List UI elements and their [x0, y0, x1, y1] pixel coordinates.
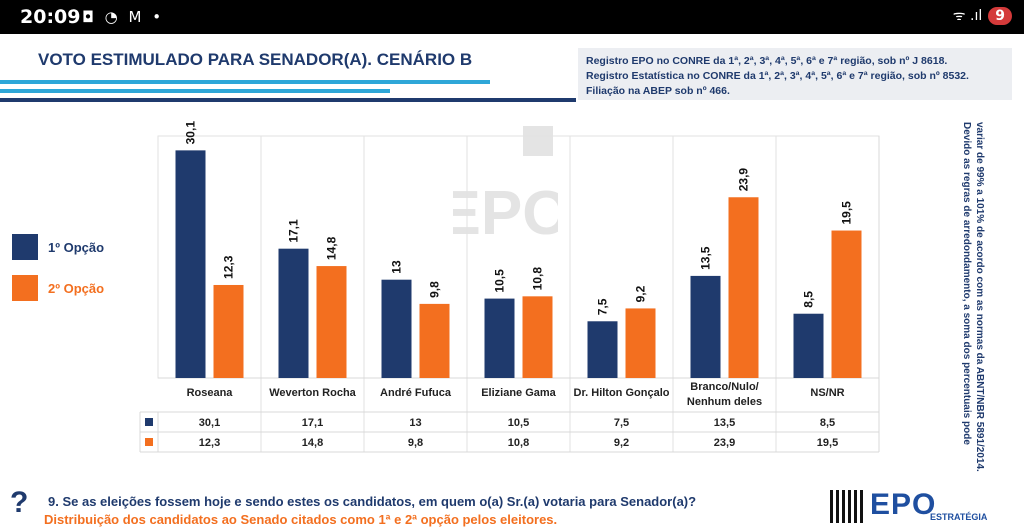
category-label: Dr. Hilton Gonçalo [574, 387, 670, 399]
data-label: 19,5 [840, 201, 854, 225]
plot-area [157, 135, 880, 379]
category-label: Weverton Rocha [269, 387, 356, 399]
status-bar: 20:09 ◘ ◔ M • ᯤ .ıl 9 [0, 0, 1024, 34]
category-label: Branco/Nulo/Nenhum deles [687, 381, 762, 408]
category-label: Eliziane Gama [481, 387, 556, 399]
data-label: 14,8 [325, 236, 339, 260]
bar-chart: Roseana 30,1 30,1 12,3 12,3 Weverton Rocha 17,… [139, 121, 880, 453]
table-cell-second: 9,2 [614, 437, 629, 449]
data-label: 9,8 [428, 281, 442, 298]
title-underline-3 [0, 98, 576, 102]
bar-second-option [831, 230, 862, 378]
category-label: Roseana [187, 387, 234, 399]
qr-code-icon[interactable] [830, 490, 864, 523]
bar-second-option [419, 303, 450, 378]
slide: VOTO ESTIMULADO PARA SENADOR(A). CENÁRIO… [0, 34, 1024, 527]
bar-second-option [213, 284, 244, 378]
rounding-note: Devido as regras de arredondamento, a so… [961, 122, 985, 472]
bar-first-option [793, 313, 824, 378]
notification-icons: ◘ ◔ M • [82, 8, 165, 26]
data-label: 10,8 [531, 267, 545, 291]
legend-label-second: 2º Opção [48, 280, 105, 296]
data-label: 17,1 [287, 219, 301, 243]
table-cell-first: 30,1 [199, 417, 220, 429]
question-mark-icon: ? [10, 486, 29, 519]
table-key-first [145, 418, 153, 426]
bar-first-option [484, 298, 515, 378]
data-label: 23,9 [737, 168, 751, 192]
signal-icon: ᯤ .ıl 9 [953, 6, 1012, 25]
table-cell-first: 13 [409, 417, 421, 429]
table-cell-second: 19,5 [817, 437, 838, 449]
table-cell-second: 12,3 [199, 437, 220, 449]
legend-item-second: 2º Opção [12, 275, 104, 301]
table-cell-second: 9,8 [408, 437, 423, 449]
data-label: 13,5 [699, 246, 713, 270]
battery-icon: 9 [988, 7, 1012, 25]
subtitle-text: Distribuição dos candidatos ao Senado ci… [44, 512, 558, 527]
data-label: 7,5 [596, 298, 610, 315]
bar-first-option [587, 321, 618, 378]
epo-logo-sub: ESTRATÉGIA [930, 512, 988, 522]
table-cell-first: 13,5 [714, 417, 735, 429]
table-cell-second: 14,8 [302, 437, 323, 449]
registry-line-2: Registro Estatística no CONRE da 1ª, 2ª,… [586, 70, 969, 82]
table-cell-first: 8,5 [820, 417, 835, 429]
data-label: 13 [390, 260, 404, 274]
signal-text: ᯤ .ıl [952, 8, 983, 24]
data-label: 9,2 [634, 285, 648, 302]
title-underline-1 [0, 80, 490, 84]
legend-label-first: 1º Opção [48, 239, 105, 255]
table-cell-first: 10,5 [508, 417, 529, 429]
registry-line-1: Registro EPO no CONRE da 1ª, 2ª, 3ª, 4ª,… [586, 55, 948, 67]
table-key-second [145, 438, 153, 446]
table-cell-first: 7,5 [614, 417, 629, 429]
watermark-text: EPO [453, 179, 558, 246]
slide-title: VOTO ESTIMULADO PARA SENADOR(A). CENÁRIO… [38, 50, 473, 69]
status-time: 20:09 [20, 6, 81, 28]
note-text: Devido as regras de arredondamento, a so… [961, 122, 985, 472]
bar-second-option [728, 197, 759, 378]
category-label: NS/NR [810, 387, 844, 399]
table-cell-second: 23,9 [714, 437, 735, 449]
bar-first-option [690, 275, 721, 378]
table-cell-second: 10,8 [508, 437, 529, 449]
epo-watermark: EPO [453, 126, 558, 246]
table-cell-first: 17,1 [302, 417, 323, 429]
bar-first-option [381, 279, 412, 378]
bar-second-option [625, 308, 656, 378]
data-label: 30,1 [184, 121, 198, 145]
legend-item-first: 1º Opção [12, 234, 104, 260]
bar-second-option [522, 296, 553, 378]
title-underline-2 [0, 89, 390, 93]
epo-logo: EPO [870, 488, 937, 521]
legend-swatch-second [12, 275, 38, 301]
bar-first-option [175, 150, 206, 378]
legend-swatch-first [12, 234, 38, 260]
registry-line-3: Filiação na ABEP sob nº 466. [586, 85, 730, 97]
bar-second-option [316, 266, 347, 378]
bar-first-option [278, 248, 309, 378]
data-label: 10,5 [493, 269, 507, 293]
registry-box: Registro EPO no CONRE da 1ª, 2ª, 3ª, 4ª,… [578, 48, 1012, 100]
category-label: André Fufuca [380, 387, 452, 399]
data-label: 12,3 [222, 255, 236, 279]
data-label: 8,5 [802, 291, 816, 308]
question-text: 9. Se as eleições fossem hoje e sendo es… [48, 494, 697, 509]
